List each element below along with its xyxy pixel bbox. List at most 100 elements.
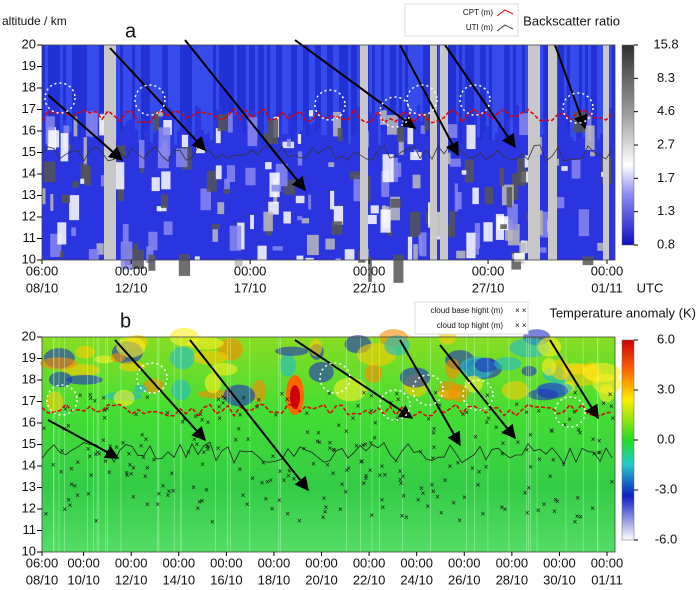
streak	[330, 45, 333, 114]
cloud	[272, 246, 283, 251]
streak	[123, 45, 126, 126]
cloud	[535, 247, 547, 253]
cloud-mark: ×	[285, 395, 290, 404]
cloud-mark: ×	[256, 395, 261, 404]
cloud	[265, 162, 272, 170]
cloud	[268, 201, 279, 215]
heatmap: × × × × × × × × × × × × × × × × × × × × × × × × × × × × × × × × × × × × × × × ×…	[40, 327, 622, 552]
streak	[189, 45, 192, 141]
cloud	[215, 128, 221, 144]
streak	[423, 45, 426, 115]
highlight-circle	[136, 362, 168, 394]
streak	[600, 45, 603, 134]
streak	[486, 45, 489, 127]
cloud-mark: ×	[395, 390, 400, 399]
streak	[276, 45, 279, 141]
cloud	[382, 154, 394, 183]
cloud	[257, 245, 267, 273]
cloud-mark: ×	[107, 468, 112, 477]
cloud-mark: ×	[340, 480, 345, 489]
streak	[240, 45, 243, 108]
cloud-mark: ×	[97, 450, 102, 459]
cloud-mark: ×	[372, 433, 377, 442]
cloud-mark: ×	[222, 394, 227, 403]
streak	[81, 45, 84, 131]
streak	[450, 45, 453, 135]
streak	[387, 45, 390, 108]
panel-label: a	[125, 20, 137, 42]
cloud	[353, 174, 363, 202]
cloud-mark: ×	[200, 497, 205, 506]
streak	[564, 45, 567, 116]
cloud	[295, 195, 305, 204]
y-tick-label: 15	[22, 144, 36, 159]
streak	[393, 45, 396, 112]
cloud-mark: ×	[305, 428, 310, 437]
cloud-mark: ×	[501, 439, 506, 448]
x-tick-label: 00:00	[543, 555, 576, 570]
x-tick-label: 00:00	[210, 555, 243, 570]
cloud-mark: ×	[549, 426, 554, 435]
streak	[153, 45, 156, 134]
streak	[66, 45, 69, 133]
cloud-mark: ×	[368, 438, 373, 447]
cloud-mark: ×	[331, 446, 336, 455]
cloud	[263, 211, 273, 232]
cloud	[387, 115, 399, 135]
x-tick-label: 00:00	[115, 555, 148, 570]
cloud-mark: ×	[562, 421, 567, 430]
streak	[399, 45, 402, 114]
legend-line	[496, 9, 514, 17]
cloud	[370, 205, 379, 214]
x-tick-label: 16/10	[210, 572, 243, 587]
streak	[213, 45, 216, 120]
anomaly	[384, 335, 410, 356]
streak	[138, 45, 141, 142]
cloud	[50, 233, 62, 257]
streak	[378, 45, 381, 145]
y-tick-label: 18	[22, 79, 36, 94]
cloud-mark: ×	[321, 513, 326, 522]
legend-label: UTI (m)	[466, 23, 493, 32]
anomaly	[537, 337, 562, 357]
cloud-mark: ×	[327, 389, 332, 398]
cloud-mark: ×	[573, 388, 578, 397]
panel-label: b	[120, 310, 131, 332]
cloud-mark: ×	[245, 500, 250, 509]
cloud-mark: ×	[144, 435, 149, 444]
streak	[186, 45, 189, 141]
cloud	[305, 257, 314, 278]
highlight-circle	[379, 389, 411, 421]
streak	[129, 45, 132, 120]
x-tick-label: 28/10	[496, 572, 529, 587]
streak	[507, 45, 510, 119]
cloud-mark: ×	[191, 483, 196, 492]
cloud	[234, 259, 243, 267]
cloud-mark: ×	[368, 466, 373, 475]
cloud-mark: ×	[401, 491, 406, 500]
cloud-mark: ×	[161, 482, 166, 491]
streak	[456, 45, 459, 123]
cloud-mark: ×	[86, 444, 91, 453]
cloud-mark: ×	[317, 438, 322, 447]
highlight-circle	[379, 96, 411, 128]
cloud-mark: ×	[550, 427, 555, 436]
anomaly	[204, 372, 222, 394]
streak	[405, 45, 408, 116]
streak	[519, 45, 522, 121]
x-tick-label: 14/10	[163, 572, 196, 587]
streak	[264, 45, 267, 136]
cloud-mark: ×	[536, 406, 541, 415]
y-tick-label: 20	[22, 328, 36, 343]
no-data	[430, 45, 437, 260]
cloud-mark: ×	[551, 455, 556, 464]
streak	[408, 45, 411, 128]
streak	[147, 45, 150, 126]
arrow	[294, 339, 414, 419]
cloud	[57, 222, 67, 245]
cloud-mark: ×	[241, 491, 246, 500]
streak	[585, 45, 588, 142]
cloud-mark: ×	[373, 419, 378, 428]
highlight-circle	[319, 362, 351, 394]
